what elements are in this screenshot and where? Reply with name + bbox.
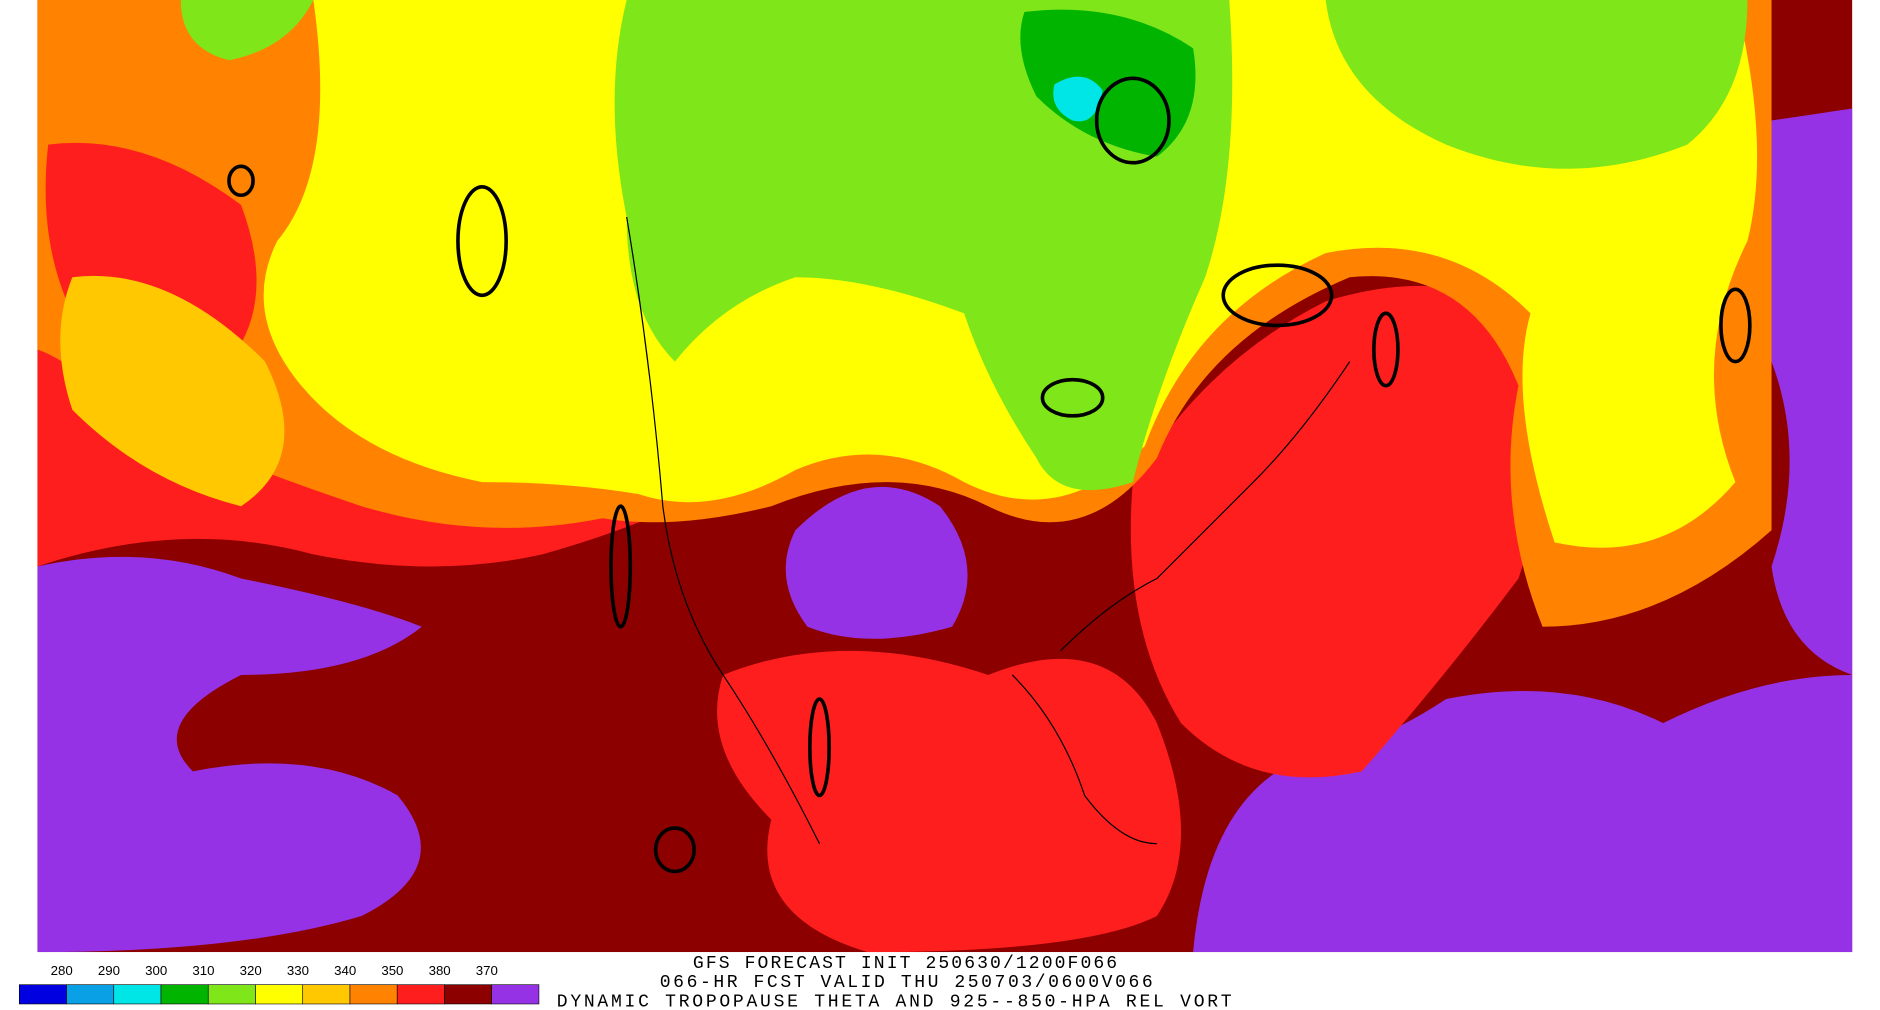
- legend-label: 380: [429, 963, 451, 978]
- green-region: [180, 0, 314, 61]
- legend-swatch: [302, 984, 351, 1005]
- color-legend: 280 290 300 310 320 330 340 350 380 370: [18, 963, 540, 1005]
- legend-label: 280: [51, 963, 73, 978]
- legend-swatch: [66, 984, 115, 1005]
- cyan-region: [1053, 76, 1103, 122]
- legend-swatch: [349, 984, 398, 1005]
- green-region: [1325, 0, 1748, 169]
- map: [37, 0, 1853, 953]
- legend-label: 310: [192, 963, 214, 978]
- legend-label: 340: [334, 963, 356, 978]
- dark-green-region: [1020, 9, 1196, 157]
- purple-region: [785, 486, 968, 639]
- legend-label: 370: [476, 963, 498, 978]
- legend-swatch: [160, 984, 209, 1005]
- title-line: 066-HR FCST VALID THU 250703/0600V066: [660, 973, 1153, 993]
- legend-label: 320: [240, 963, 262, 978]
- red-region: [1130, 285, 1543, 778]
- legend-swatch: [18, 984, 67, 1005]
- legend-swatch: [113, 984, 162, 1005]
- vorticity-contours: [227, 76, 1752, 874]
- legend-label: 350: [381, 963, 403, 978]
- legend-label: 330: [287, 963, 309, 978]
- purple-region: [1759, 108, 1853, 675]
- red-region: [717, 650, 1182, 953]
- legend-swatch: [255, 984, 304, 1005]
- coastlines: [626, 216, 1351, 845]
- purple-region: [37, 556, 422, 953]
- legend-swatch: [444, 984, 492, 1005]
- legend-swatch: [207, 984, 256, 1005]
- title-line: DYNAMIC TROPOPAUSE THETA AND 925--850-HP…: [557, 992, 1232, 1010]
- legend-label: 300: [145, 963, 167, 978]
- legend-label: 290: [98, 963, 120, 978]
- title-line: GFS FORECAST INIT 250630/1200F066: [693, 954, 1117, 974]
- legend-swatch: [491, 984, 540, 1005]
- purple-region: [1193, 674, 1853, 953]
- legend-swatch: [396, 984, 445, 1005]
- gold-region: [60, 275, 285, 507]
